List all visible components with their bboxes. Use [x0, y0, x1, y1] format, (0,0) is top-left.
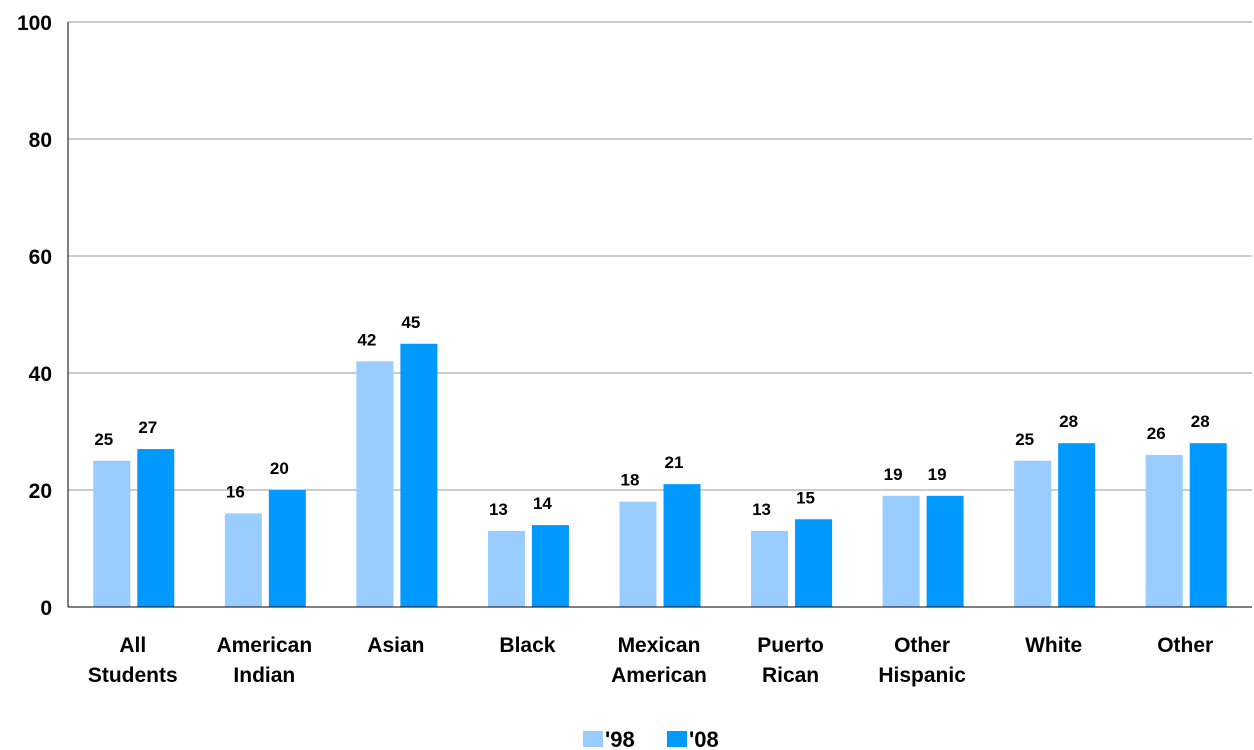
x-tick-label: Other Hispanic: [878, 634, 966, 687]
data-labels: 25 27 16 20 42 45 13 14 18 21 13 15 19 19 25 28 26 28: [94, 313, 1209, 519]
y-tick-label: 100: [17, 12, 52, 35]
data-label: 27: [138, 418, 157, 437]
data-label: 13: [489, 500, 508, 519]
x-tick-label-line: Black: [499, 634, 555, 657]
bar: [882, 495, 920, 607]
bar: [1145, 454, 1183, 607]
x-tick-label: All Students: [88, 634, 178, 687]
bars: [93, 343, 1227, 607]
x-tick-label-line: Other: [1157, 634, 1213, 657]
y-tick-label: 80: [29, 129, 52, 152]
bar: [268, 490, 306, 607]
data-label: 13: [752, 500, 771, 519]
data-label: 45: [401, 313, 420, 332]
x-tick-label: Mexican American: [611, 634, 707, 687]
y-tick-label: 40: [29, 363, 52, 386]
y-tick-label: 0: [40, 597, 52, 620]
x-tick-label-line: Other: [894, 634, 950, 657]
x-tick-label: White: [1025, 634, 1082, 657]
data-label: 18: [621, 471, 640, 490]
x-tick-label-line: Asian: [367, 634, 424, 657]
data-label: 42: [357, 330, 376, 349]
y-axis-ticks: 0 20 40 60 80 100: [17, 12, 52, 620]
bar: [531, 525, 569, 607]
bar: [356, 361, 394, 607]
legend-label: '08: [689, 727, 719, 750]
bar: [224, 513, 262, 607]
y-tick-label: 60: [29, 246, 52, 269]
x-tick-label-line: All: [119, 634, 146, 657]
axes: [67, 22, 1252, 608]
bar: [93, 460, 131, 607]
data-label: 26: [1147, 424, 1166, 443]
data-label: 21: [665, 453, 684, 472]
x-tick-label-line: Rican: [762, 664, 819, 687]
bar: [926, 495, 964, 607]
bar: [1014, 460, 1052, 607]
legend: '98 '08: [583, 727, 719, 750]
data-label: 28: [1059, 412, 1078, 431]
data-label: 28: [1191, 412, 1210, 431]
data-label: 19: [884, 465, 903, 484]
x-axis-categories: All Students American Indian Asian Black Mexic…: [88, 634, 1213, 687]
x-tick-label-line: Puerto: [757, 634, 824, 657]
x-tick-label-line: Students: [88, 664, 178, 687]
legend-swatch: [667, 731, 687, 747]
bar: [751, 530, 789, 607]
x-tick-label-line: Mexican: [618, 634, 701, 657]
x-tick-label: Asian: [367, 634, 424, 657]
gridlines: [68, 21, 1252, 491]
bar: [1189, 443, 1227, 607]
data-label: 16: [226, 482, 245, 501]
x-tick-label-line: White: [1025, 634, 1082, 657]
data-label: 25: [1015, 430, 1034, 449]
x-tick-label-line: Indian: [233, 664, 295, 687]
bar: [400, 343, 438, 607]
data-label: 19: [928, 465, 947, 484]
x-tick-label-line: American: [611, 664, 707, 687]
bar: [487, 530, 525, 607]
x-tick-label: American Indian: [216, 634, 312, 687]
data-label: 15: [796, 488, 815, 507]
data-label: 14: [533, 494, 552, 513]
x-tick-label: Puerto Rican: [757, 634, 824, 687]
x-tick-label-line: American: [216, 634, 312, 657]
data-label: 20: [270, 459, 289, 478]
legend-label: '98: [605, 727, 635, 750]
bar: [1058, 443, 1096, 607]
bar: [663, 484, 701, 607]
legend-swatch: [583, 731, 603, 747]
bar: [137, 449, 175, 607]
bar: [795, 519, 833, 607]
data-label: 25: [94, 430, 113, 449]
y-tick-label: 20: [29, 480, 52, 503]
x-tick-label: Other: [1157, 634, 1213, 657]
x-tick-label-line: Hispanic: [878, 664, 966, 687]
bar: [619, 501, 657, 607]
x-tick-label: Black: [499, 634, 555, 657]
